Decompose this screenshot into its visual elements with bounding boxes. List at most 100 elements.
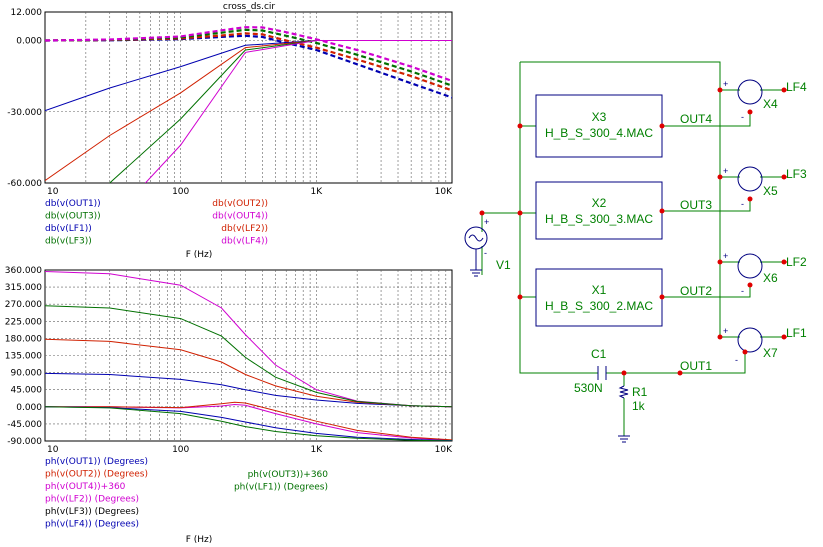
chart2-xlabel: F (Hz) — [186, 535, 213, 545]
x7-minus: - — [735, 355, 738, 365]
series-out2 — [45, 338, 452, 408]
node — [717, 87, 723, 93]
legend-entry: db(v(LF1)) — [45, 224, 92, 234]
x-tick-label: 10 — [47, 445, 59, 455]
node — [479, 210, 485, 216]
lf4-label: LF4 — [786, 80, 807, 94]
series-out4 — [45, 271, 452, 408]
x4-minus: - — [741, 112, 744, 122]
r1-ref: R1 — [632, 385, 648, 399]
node — [659, 208, 665, 214]
legend-entry: db(v(OUT4)) — [212, 212, 268, 222]
c1-ref: C1 — [591, 347, 607, 361]
series-out3 — [45, 305, 452, 408]
chart2-grid — [45, 270, 452, 441]
block-x3-ref: X3 — [592, 110, 607, 124]
sine-icon — [468, 234, 484, 242]
series-lf2 — [45, 40, 452, 182]
resistor-r1-symbol[interactable] — [618, 385, 629, 399]
phase-legend: ph(v(OUT1)) (Degrees) ph(v(OUT2)) (Degree… — [45, 457, 328, 530]
series-lf2 — [45, 401, 452, 441]
v1-minus: - — [484, 248, 487, 258]
schematic — [464, 61, 787, 443]
y-tick-label: -30.000 — [7, 108, 42, 118]
legend-entry: ph(v(LF4)) (Degrees) — [45, 520, 139, 530]
node — [742, 349, 748, 355]
x-tick-label: 10K — [435, 187, 453, 197]
ground-icon — [618, 435, 630, 443]
legend-entry: db(v(LF3)) — [45, 237, 92, 247]
legend-entry: db(v(OUT1)) — [45, 199, 101, 209]
legend-entry: db(v(LF4)) — [221, 237, 268, 247]
out3-label: OUT3 — [680, 198, 712, 212]
legend-entry: db(v(LF2)) — [221, 224, 268, 234]
block-x1-model: H_B_S_300_2.MAC — [545, 299, 653, 313]
summer-x4[interactable] — [737, 79, 763, 105]
legend-entry: ph(v(OUT3))+360 — [248, 470, 329, 480]
series-lf4 — [145, 40, 452, 183]
out-wires — [662, 112, 751, 298]
series-lf3 — [45, 406, 452, 441]
legend-entry: ph(v(LF3)) (Degrees) — [45, 507, 139, 517]
summer-x5[interactable] — [737, 166, 763, 192]
node — [717, 334, 723, 340]
summer-x7[interactable] — [737, 327, 763, 353]
node — [781, 259, 787, 265]
series-out1 — [45, 372, 452, 408]
y-tick-label: 180.000 — [5, 334, 42, 344]
x6-minus: - — [741, 286, 744, 296]
lf2-label: LF2 — [786, 255, 807, 269]
series-lf1 — [45, 40, 452, 112]
x-tick-label: 10K — [435, 445, 453, 455]
block-x2-model: H_B_S_300_3.MAC — [545, 212, 653, 226]
schematic-labels: X3 H_B_S_300_4.MAC X2 H_B_S_300_3.MAC X1… — [484, 79, 807, 413]
node — [717, 174, 723, 180]
y-tick-label: 360.000 — [5, 266, 42, 276]
y-tick-label: -60.000 — [7, 179, 42, 189]
legend-entry: ph(v(OUT2)) (Degrees) — [45, 470, 148, 480]
lf3-label: LF3 — [786, 167, 807, 181]
series-out2 — [45, 32, 452, 92]
node — [517, 123, 523, 129]
x7-plus: + — [723, 326, 728, 336]
legend-entry: ph(v(LF2)) (Degrees) — [45, 495, 139, 505]
node — [621, 370, 627, 376]
legend-entry: ph(v(OUT4))+360 — [45, 482, 126, 492]
chart1-xlabel: F (Hz) — [186, 250, 213, 260]
node — [517, 210, 523, 216]
x-tick-label: 1K — [311, 445, 324, 455]
x4-label: X4 — [763, 97, 778, 111]
v1-label: V1 — [496, 258, 511, 272]
x6-label: X6 — [763, 271, 778, 285]
node — [781, 87, 787, 93]
ground-icon — [470, 249, 482, 277]
c1-value: 530N — [574, 381, 603, 395]
summer-x6[interactable] — [737, 253, 763, 279]
capacitor-c1-symbol[interactable] — [597, 366, 607, 380]
y-tick-label: 315.000 — [5, 283, 42, 293]
node — [677, 370, 683, 376]
y-tick-label: 0.000 — [16, 403, 42, 413]
block-x2[interactable] — [535, 181, 663, 240]
chart1-grid — [45, 12, 452, 183]
y-tick-label: -45.000 — [7, 420, 42, 430]
y-tick-label: -90.000 — [7, 437, 42, 447]
legend-entry: db(v(OUT3)) — [45, 212, 101, 222]
chart2-ticks: 360.000 315.000 270.000 225.000 180.000 135.0… — [5, 266, 453, 455]
x5-plus: + — [723, 166, 728, 176]
series-lf1 — [45, 406, 452, 441]
y-tick-label: 45.000 — [11, 386, 43, 396]
legend-entry: db(v(OUT2)) — [212, 199, 268, 209]
x6-plus: + — [723, 251, 728, 261]
block-x1[interactable] — [535, 268, 663, 327]
chart-title: cross_ds.cir — [223, 2, 276, 12]
r1-value: 1k — [632, 399, 646, 413]
magnitude-chart: cross_ds.cir 12.000 0.000 -30.000 -60.000 10… — [7, 2, 453, 197]
x-tick-label: 1K — [311, 187, 324, 197]
magnitude-legend: db(v(OUT1)) db(v(OUT3)) db(v(LF1)) db(v(LF3… — [45, 199, 268, 247]
node — [717, 259, 723, 265]
node — [659, 123, 665, 129]
out4-label: OUT4 — [680, 112, 712, 126]
out1-label: OUT1 — [680, 359, 712, 373]
